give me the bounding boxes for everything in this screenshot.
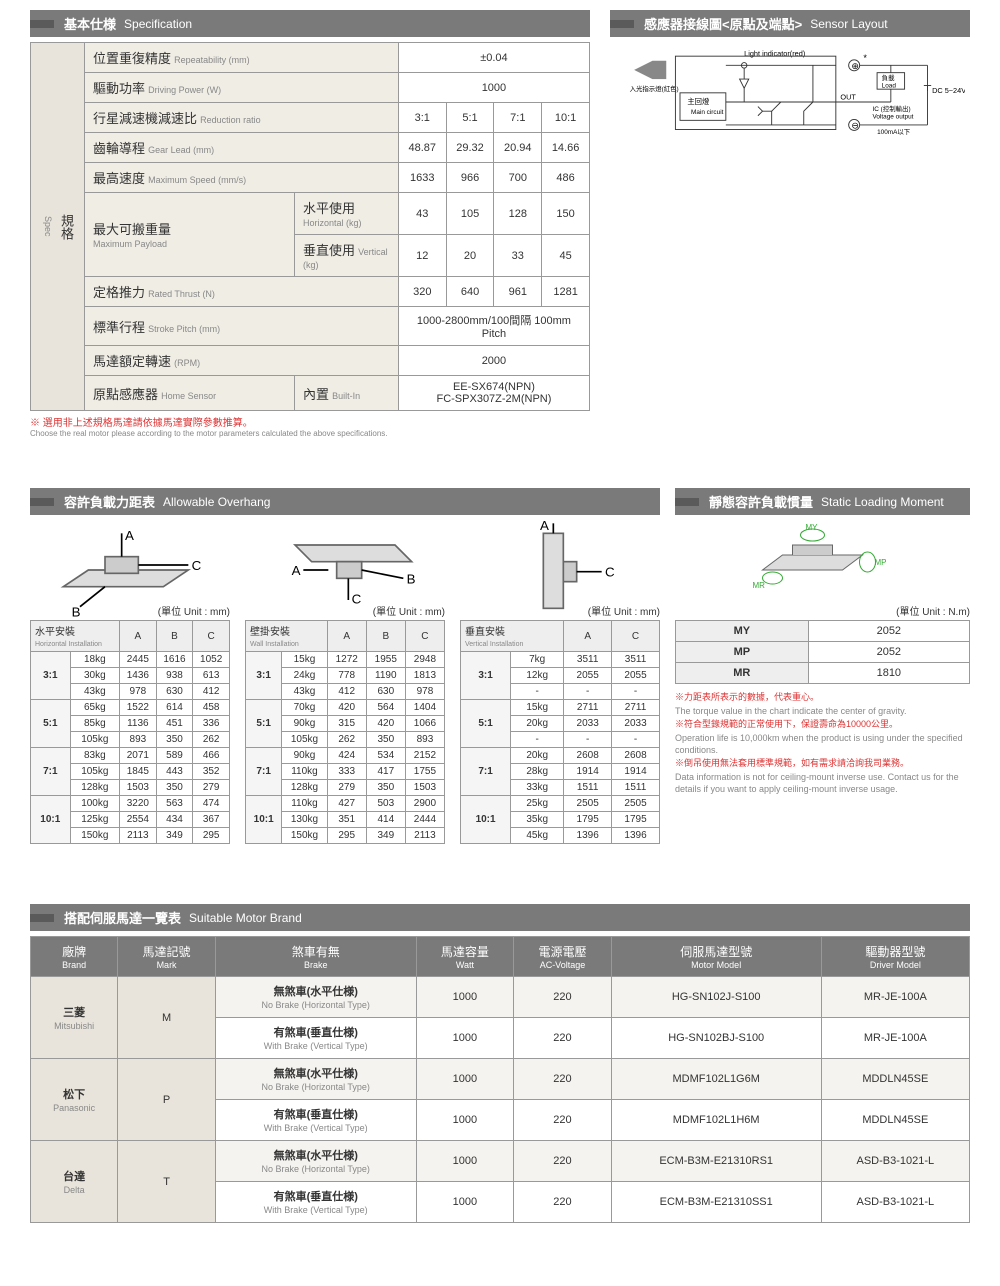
overhang-header: 容許負載力距表 Allowable Overhang (30, 488, 660, 515)
motor-row: 三菱MitsubishiM無煞車(水平仕様)No Brake (Horizont… (31, 977, 970, 1018)
svg-text:MR: MR (753, 581, 766, 590)
svg-text:A: A (540, 520, 549, 533)
svg-text:C: C (192, 558, 202, 573)
spec-header-cn: 基本仕様 (64, 14, 116, 33)
svg-text:B: B (407, 571, 416, 586)
svg-text:入光指示燈(紅色): 入光指示燈(紅色) (630, 84, 679, 93)
overhang-table-1: ACB(單位 Unit : mm)壁掛安裝Wall InstallationAB… (245, 520, 445, 844)
svg-text:MP: MP (875, 558, 887, 567)
svg-text:*: * (863, 53, 867, 63)
svg-text:Load: Load (882, 82, 897, 89)
svg-text:IC (控制輸出): IC (控制輸出) (873, 104, 911, 113)
overhang-table-2: AC(單位 Unit : mm)垂直安裝Vertical Installatio… (460, 520, 660, 844)
svg-text:⊕: ⊕ (851, 61, 859, 71)
sensor-header: 感應器接線圖<原點及端點> Sensor Layout (610, 10, 970, 37)
svg-text:負載: 負載 (882, 73, 895, 82)
svg-text:A: A (292, 563, 301, 578)
static-table: MY2052 MP2052 MR1810 (675, 620, 970, 684)
overhang-diagram: ACB (30, 520, 230, 600)
static-diagram: MY MP MR (675, 520, 970, 600)
svg-text:主回燈: 主回燈 (687, 97, 710, 106)
overhang-diagram: AC (460, 520, 660, 600)
spec-note-red: ※ 選用非上述規格馬達請依據馬達實際參數推算。 (30, 414, 590, 429)
spec-note-sub: Choose the real motor please according t… (30, 429, 590, 438)
spec-header: 基本仕様 Specification (30, 10, 590, 37)
svg-text:DC 5~24V: DC 5~24V (932, 86, 965, 95)
svg-text:C: C (605, 565, 615, 580)
svg-text:C: C (352, 591, 362, 606)
static-header: 靜態容許負載慣量 Static Loading Moment (675, 488, 970, 515)
svg-text:OUT: OUT (840, 92, 856, 101)
motor-row: 台達DeltaT無煞車(水平仕様)No Brake (Horizontal Ty… (31, 1141, 970, 1182)
motor-row: 松下PanasonicP無煞車(水平仕様)No Brake (Horizonta… (31, 1059, 970, 1100)
overhang-diagram: ACB (245, 520, 445, 600)
svg-text:Light indicator(red): Light indicator(red) (744, 49, 805, 58)
overhang-table-0: ACB(單位 Unit : mm)水平安裝Horizontal Installa… (30, 520, 230, 844)
svg-text:B: B (72, 605, 81, 620)
static-notes: ※力距表所表示的數據，代表重心。The torque value in the … (675, 692, 970, 796)
svg-text:Voltage output: Voltage output (873, 114, 914, 121)
spec-ratio-row: 行星減速機減速比 Reduction ratio3:15:17:110:1 (31, 103, 590, 133)
svg-text:Main circuit: Main circuit (691, 109, 724, 116)
spec-table: 規格 Spec 位置重復精度 Repeatability (mm) ±0.04 … (30, 42, 590, 411)
svg-text:MY: MY (806, 523, 819, 532)
svg-text:A: A (125, 528, 134, 543)
svg-text:100mA以下: 100mA以下 (877, 128, 911, 136)
sensor-circuit-diagram: Light indicator(red) 入光指示燈(紅色) 主回燈 Main … (610, 42, 970, 162)
spec-vert-label: 規格 Spec (31, 43, 85, 411)
spec-header-en: Specification (124, 17, 192, 31)
motor-header: 搭配伺服馬達一覽表 Suitable Motor Brand (30, 904, 970, 931)
motor-table: 廠牌Brand馬達記號Mark煞車有無Brake馬達容量Watt電源電壓AC-V… (30, 936, 970, 1223)
svg-text:⊖: ⊖ (851, 121, 859, 131)
